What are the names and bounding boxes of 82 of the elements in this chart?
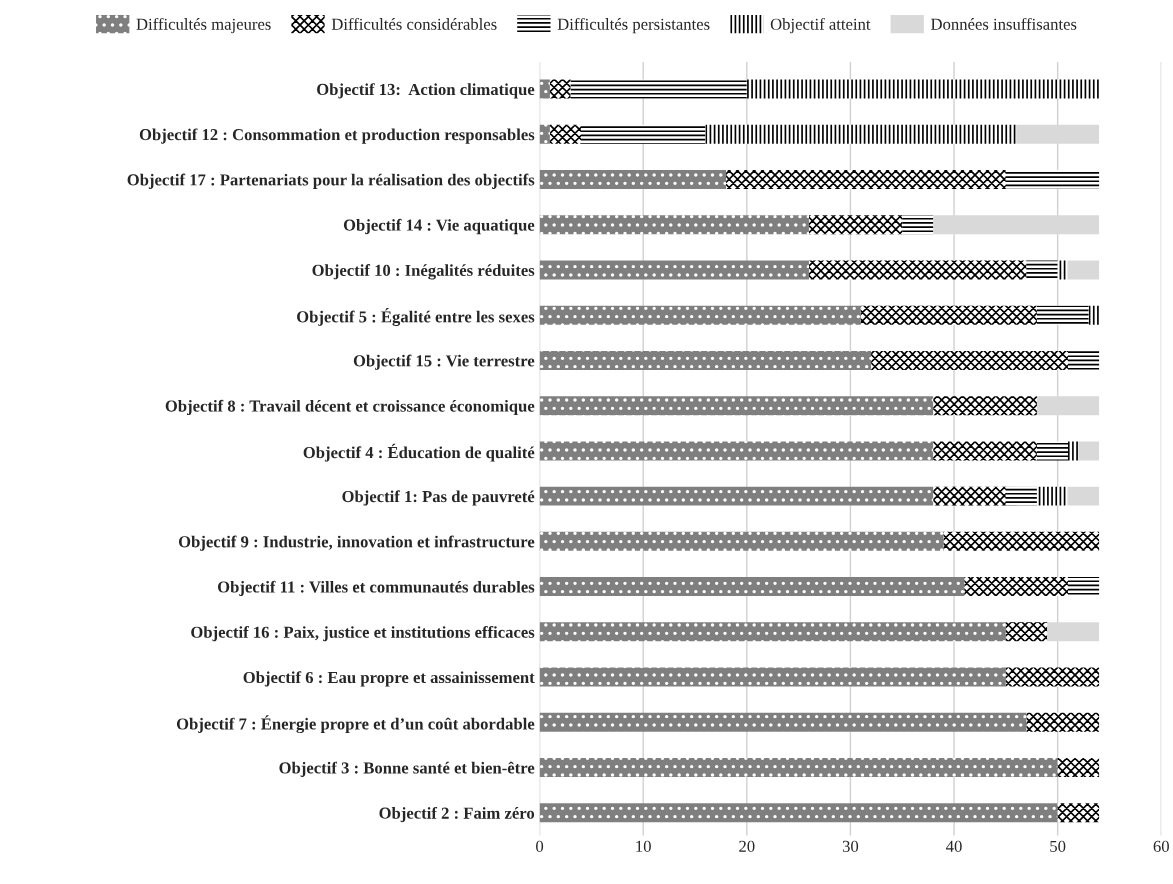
x-tick-label: 0: [536, 840, 544, 852]
bar: [1005, 622, 1048, 642]
x-tick-label: 20: [739, 840, 755, 852]
bar: [539, 577, 965, 597]
bar: [570, 79, 747, 99]
bar: [549, 124, 582, 144]
x-tick-label: 60: [1153, 840, 1169, 852]
x-tick-label: 40: [946, 840, 962, 852]
x-tick-label: 50: [1050, 840, 1066, 852]
y-tick-label: Objectif 6 : Eau propre et assainissement: [243, 671, 535, 687]
legend-label: Données insuffisantes: [931, 17, 1077, 30]
y-tick-label: Objectif 11 : Villes et communautés durables: [217, 580, 535, 597]
bar: [539, 622, 1006, 642]
bar: [539, 667, 1006, 687]
bar: [581, 124, 706, 144]
bar: [1068, 441, 1079, 461]
bar: [1036, 441, 1069, 461]
bar: [902, 215, 934, 235]
bar: [1005, 169, 1100, 189]
y-tick-label: Objectif 16 : Paix, justice et institutions efficaces: [191, 625, 535, 642]
y-tick-label: Objectif 5 : Égalité entre les sexes: [297, 308, 535, 326]
bar: [1057, 260, 1069, 280]
bar: [860, 305, 1037, 325]
bar: [1088, 305, 1100, 325]
bar: [539, 215, 809, 235]
bar: [705, 124, 1017, 144]
bar: [539, 396, 934, 416]
y-tick-label: Objectif 2 : Faim zéro: [379, 806, 535, 823]
legend-label: Difficultés persistantes: [557, 17, 710, 34]
bar: [933, 441, 1037, 461]
bar: [549, 79, 571, 99]
legend-label: Difficultés considérables: [331, 17, 497, 30]
bar: [964, 577, 1069, 597]
bar: [539, 531, 944, 551]
bar: [746, 79, 1100, 99]
bar: [1068, 260, 1100, 280]
y-tick-label: Objectif 9 : Industrie, innovation et infrastructure: [178, 535, 535, 551]
bar: [1068, 577, 1100, 597]
bar: [1068, 486, 1100, 506]
bar: [539, 169, 727, 189]
y-tick-label: Objectif 12 : Consommation et production responsables: [139, 128, 535, 144]
bar: [539, 803, 1058, 823]
bar: [539, 486, 934, 506]
legend-label: Objectif atteint: [770, 17, 871, 34]
y-tick-label: Objectif 4 : Éducation de qualité: [303, 443, 535, 462]
y-tick-label: Objectif 13: Action climatique: [317, 83, 535, 99]
bar: [1078, 441, 1100, 461]
bar: [539, 758, 1058, 778]
legend-label: Difficultés majeures: [136, 17, 271, 34]
bar: [1036, 486, 1069, 506]
y-tick-label: Objectif 17 : Partenariats pour la réalisation des objectifs: [127, 173, 535, 189]
bar: [539, 260, 809, 280]
x-tick-label: 10: [636, 840, 651, 852]
bar: [1057, 758, 1100, 778]
y-tick-label: Objectif 7 : Énergie propre et d’un coût abordable: [176, 715, 535, 734]
bar: [933, 486, 1006, 506]
bar: [539, 712, 1027, 732]
bar: [871, 350, 1069, 370]
y-tick-label: Objectif 3 : Bonne santé et bien-être: [279, 761, 535, 777]
bar: [1036, 305, 1089, 325]
bar: [726, 169, 1006, 189]
x-tick-label: 30: [842, 840, 859, 852]
y-tick-label: Objectif 10 : Inégalités réduites: [312, 264, 535, 280]
bar: [539, 350, 872, 370]
y-tick-label: Objectif 14 : Vie aquatique: [343, 218, 535, 235]
bar: [1057, 803, 1100, 823]
bar: [943, 531, 1100, 551]
bar: [539, 441, 934, 461]
bar: [1068, 350, 1100, 370]
y-tick-label: Objectif 15 : Vie terrestre: [353, 354, 535, 370]
bar: [808, 215, 903, 235]
y-tick-label: Objectif 1: Pas de pauvreté: [342, 490, 535, 506]
bar: [933, 396, 1037, 416]
bar: [1026, 712, 1100, 732]
bar: [539, 305, 861, 325]
bar: [808, 260, 1027, 280]
bar: [539, 124, 550, 144]
bar: [539, 79, 550, 99]
bar: [1005, 667, 1100, 687]
bar: [1026, 260, 1058, 280]
y-tick-label: Objectif 8 : Travail décent et croissance économique: [165, 399, 535, 416]
bar: [1005, 486, 1037, 506]
